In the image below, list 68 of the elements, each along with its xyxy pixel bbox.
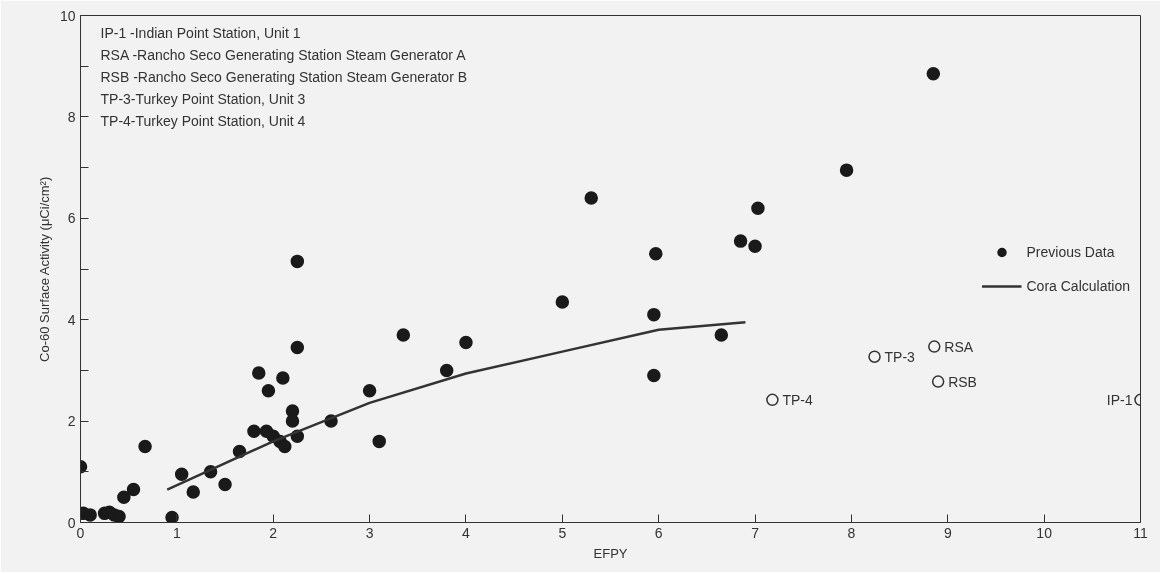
point bbox=[839, 163, 854, 177]
x-tick-label: 7 bbox=[751, 524, 760, 541]
point bbox=[276, 371, 290, 385]
x-tick-label: 8 bbox=[847, 524, 856, 541]
legend-label: Cora Calculation bbox=[1026, 277, 1130, 294]
point bbox=[459, 335, 473, 350]
point bbox=[138, 439, 152, 454]
point bbox=[714, 328, 729, 342]
y-axis-title: Co-60 Surface Activity (μCi/cm²) bbox=[36, 176, 52, 362]
x-tick-label: 11 bbox=[1133, 524, 1148, 541]
point bbox=[439, 363, 454, 378]
x-tick-label: 5 bbox=[558, 524, 567, 541]
annotation: RSB -Rancho Seco Generating Station Steam Generator B bbox=[100, 68, 468, 85]
annotation: TP-4 bbox=[782, 391, 813, 408]
point bbox=[278, 439, 292, 454]
point bbox=[372, 434, 386, 449]
x-axis-title: EFPY bbox=[593, 545, 628, 561]
x-tick-label: 3 bbox=[365, 524, 374, 541]
point bbox=[362, 383, 377, 398]
point bbox=[186, 485, 200, 499]
annotation: RSB bbox=[948, 373, 977, 390]
y-tick-label: 10 bbox=[59, 7, 76, 24]
annotation: RSA bbox=[944, 338, 974, 355]
annotation: IP-1 bbox=[1106, 391, 1133, 408]
y-tick-label: 8 bbox=[67, 108, 76, 125]
point bbox=[290, 340, 305, 355]
x-tick-label: 4 bbox=[462, 524, 471, 541]
point bbox=[926, 67, 941, 81]
y-tick-label: 6 bbox=[67, 210, 76, 227]
point bbox=[247, 424, 261, 438]
point bbox=[868, 350, 881, 363]
point bbox=[112, 509, 126, 523]
point bbox=[647, 368, 661, 383]
point bbox=[766, 393, 779, 407]
point bbox=[584, 191, 598, 205]
point bbox=[252, 366, 266, 380]
point bbox=[261, 383, 276, 398]
point bbox=[733, 234, 748, 248]
annotation: RSA -Rancho Seco Generating Station Steam Generator A bbox=[100, 46, 467, 63]
point bbox=[165, 510, 179, 523]
point bbox=[931, 375, 945, 388]
point bbox=[126, 482, 141, 497]
point bbox=[647, 307, 661, 322]
x-tick-label: 2 bbox=[269, 524, 278, 541]
annotation: TP-3 bbox=[884, 348, 916, 365]
annotation: TP-4-Turkey Point Station, Unit 4 bbox=[100, 112, 306, 129]
point bbox=[396, 328, 411, 342]
point bbox=[555, 295, 570, 309]
point bbox=[928, 340, 941, 353]
y-tick-label: 4 bbox=[67, 311, 76, 328]
point bbox=[748, 239, 762, 253]
point bbox=[285, 414, 300, 428]
annotation: TP-3-Turkey Point Station, Unit 3 bbox=[100, 90, 306, 107]
x-tick-label: 9 bbox=[943, 524, 952, 541]
point bbox=[751, 201, 765, 215]
annotation: IP-1 -Indian Point Station, Unit 1 bbox=[100, 24, 301, 41]
y-tick-label: 2 bbox=[67, 413, 76, 430]
legend-label: Previous Data bbox=[1026, 243, 1115, 260]
point bbox=[117, 490, 131, 504]
line-series bbox=[165, 320, 747, 491]
point bbox=[83, 508, 97, 522]
point bbox=[218, 477, 232, 492]
x-tick-label: 1 bbox=[172, 524, 181, 541]
x-tick-label: 10 bbox=[1036, 524, 1053, 541]
point bbox=[174, 467, 189, 482]
point bbox=[290, 254, 305, 269]
point bbox=[649, 247, 663, 261]
x-tick-label: 6 bbox=[654, 524, 663, 541]
